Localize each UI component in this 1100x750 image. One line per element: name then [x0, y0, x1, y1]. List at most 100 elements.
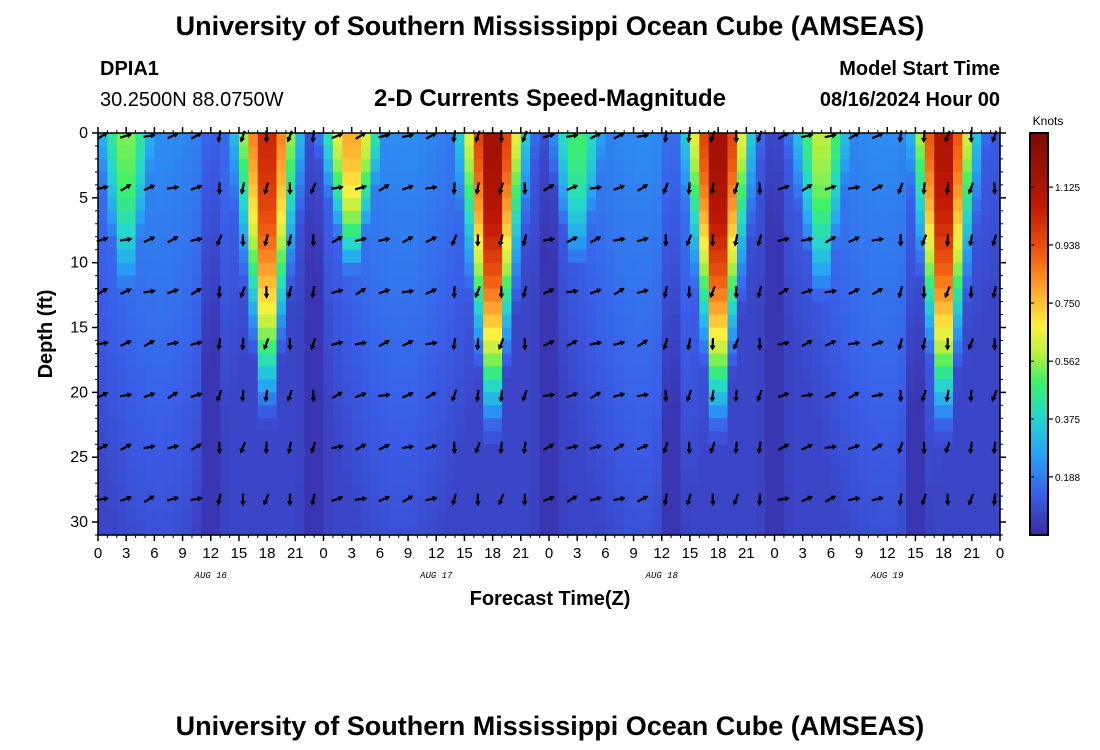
heatmap-cell: [398, 314, 409, 329]
heatmap-cell: [642, 197, 653, 212]
heatmap-cell: [934, 236, 945, 251]
heatmap-cell: [680, 379, 691, 393]
heatmap-cell: [765, 379, 776, 393]
heatmap-cell: [793, 405, 804, 419]
heatmap-cell: [332, 314, 343, 329]
heatmap-cell: [821, 444, 832, 458]
heatmap-cell: [746, 509, 757, 523]
heatmap-cell: [962, 249, 973, 264]
heatmap-cell: [182, 340, 193, 355]
current-vector: [498, 182, 504, 195]
heatmap-cell: [661, 470, 672, 484]
heatmap-cell: [342, 353, 353, 368]
heatmap-cell: [314, 262, 325, 277]
current-vector: [662, 234, 669, 247]
heatmap-cell: [408, 509, 419, 523]
heatmap-cell: [830, 457, 841, 471]
heatmap-cell: [511, 327, 522, 342]
heatmap-cell: [398, 431, 409, 445]
heatmap-cell: [342, 314, 353, 329]
chart-title: 2-D Currents Speed-Magnitude: [374, 85, 726, 112]
heatmap-cell: [990, 327, 1001, 342]
heatmap-cell: [840, 392, 851, 406]
heatmap-cell: [642, 522, 653, 536]
heatmap-cell: [191, 171, 202, 186]
heatmap-cell: [924, 457, 935, 471]
heatmap-cell: [943, 275, 954, 290]
heatmap-cell: [361, 275, 372, 290]
heatmap-cell: [595, 392, 606, 406]
heatmap-cell: [934, 353, 945, 368]
heatmap-cell: [408, 392, 419, 406]
heatmap-cell: [361, 327, 372, 342]
heatmap-cell: [953, 158, 964, 173]
heatmap-cell: [238, 405, 249, 419]
heatmap-cell: [257, 483, 268, 497]
heatmap-cell: [379, 418, 390, 432]
heatmap-cell: [595, 262, 606, 277]
heatmap-cell: [906, 483, 917, 497]
heatmap-cell: [229, 314, 240, 329]
heatmap-cell: [736, 210, 747, 225]
heatmap-cell: [173, 223, 184, 238]
heatmap-cell: [793, 340, 804, 355]
heatmap-cell: [577, 197, 588, 212]
heatmap-cell: [840, 366, 851, 380]
heatmap-cell: [98, 405, 108, 419]
heatmap-cell: [830, 353, 841, 368]
heatmap-cell: [661, 210, 672, 225]
heatmap-cell: [746, 262, 757, 277]
heatmap-cell: [567, 262, 578, 277]
heatmap-cell: [436, 184, 447, 199]
heatmap-cell: [539, 275, 550, 290]
heatmap-cell: [595, 483, 606, 497]
heatmap-cell: [746, 327, 757, 342]
heatmap-cell: [821, 314, 832, 329]
current-vector: [709, 493, 716, 507]
heatmap-cell: [971, 197, 982, 212]
heatmap-cell: [238, 418, 249, 432]
heatmap-cell: [220, 262, 231, 277]
heatmap-cell: [210, 275, 221, 290]
heatmap-cell: [793, 314, 804, 329]
heatmap-cell: [953, 210, 964, 225]
heatmap-cell: [201, 522, 212, 536]
heatmap-cell: [953, 184, 964, 199]
heatmap-cell: [530, 301, 541, 316]
heatmap-cell: [511, 249, 522, 264]
heatmap-cell: [163, 301, 174, 316]
heatmap-cell: [896, 184, 907, 199]
heatmap-cell: [577, 171, 588, 186]
heatmap-cell: [577, 133, 588, 147]
heatmap-cell: [116, 418, 127, 432]
heatmap-cell: [191, 288, 202, 303]
heatmap-cell: [859, 210, 870, 225]
heatmap-cell: [943, 379, 954, 393]
current-vector: [636, 132, 650, 139]
heatmap-cell: [98, 392, 108, 406]
heatmap-cell: [962, 171, 973, 186]
heatmap-cell: [398, 366, 409, 380]
heatmap-cell: [990, 158, 1001, 173]
heatmap-cell: [135, 197, 146, 212]
heatmap-cell: [116, 353, 127, 368]
heatmap-cell: [351, 275, 362, 290]
heatmap-cell: [492, 522, 503, 536]
current-vector: [451, 337, 457, 351]
heatmap-cell: [586, 509, 597, 523]
heatmap-cell: [511, 405, 522, 419]
heatmap-cell: [238, 431, 249, 445]
heatmap-cell: [210, 405, 221, 419]
heatmap-cell: [173, 483, 184, 497]
heatmap-cell: [549, 444, 559, 458]
heatmap-cell: [840, 327, 851, 342]
heatmap-cell: [220, 171, 231, 186]
heatmap-cell: [802, 457, 813, 471]
heatmap-cell: [398, 262, 409, 277]
heatmap-cell: [887, 249, 898, 264]
heatmap-cell: [793, 210, 804, 225]
heatmap-cell: [558, 145, 569, 160]
heatmap-cell: [304, 509, 315, 523]
current-vector: [542, 288, 555, 295]
heatmap-cell: [370, 171, 381, 186]
